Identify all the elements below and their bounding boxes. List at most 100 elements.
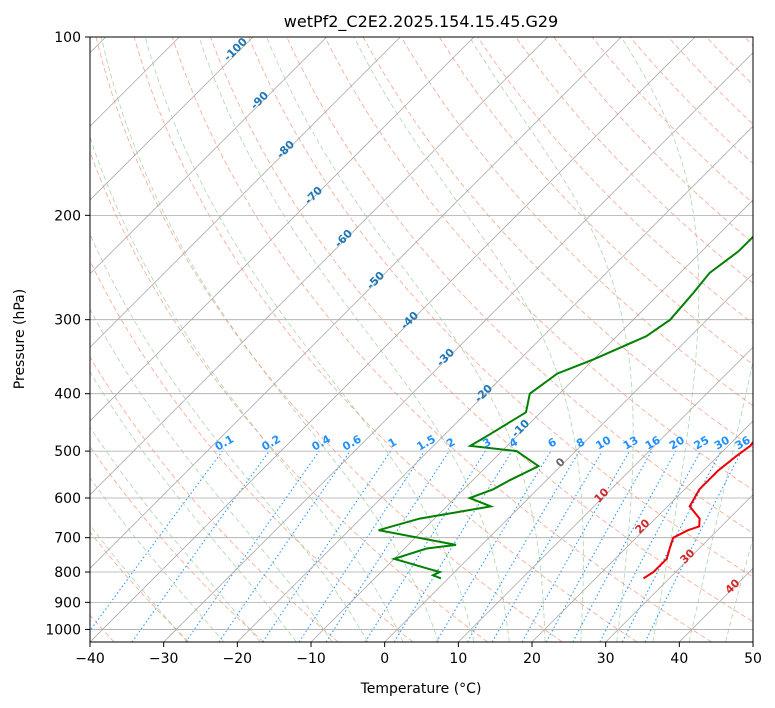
moist-adiabat-line xyxy=(762,37,775,642)
mixing-ratio-line xyxy=(393,450,513,642)
moist-adiabat-line xyxy=(469,37,634,642)
x-axis-label: Temperature (°C) xyxy=(360,681,482,697)
y-tick-label: 600 xyxy=(54,491,81,507)
dry-adiabat-line xyxy=(400,37,753,407)
y-axis: 100 200 300 400 500 600 700 800 900 1000 xyxy=(45,30,90,638)
mixing-ratio-label: 13 xyxy=(621,434,641,453)
moist-adiabat-line xyxy=(688,359,753,642)
isotherm-line xyxy=(163,52,753,642)
x-tick-label: 20 xyxy=(523,651,541,667)
x-tick-label: −30 xyxy=(149,651,179,667)
dry-adiabat-label: -60 xyxy=(332,227,355,250)
x-tick-label: 50 xyxy=(744,651,762,667)
mixing-ratio-line xyxy=(298,450,425,642)
isotherm-line xyxy=(90,37,475,422)
moist-adiabat-line xyxy=(144,37,475,642)
y-tick-label: 1000 xyxy=(45,622,81,638)
y-tick-label: 200 xyxy=(54,208,81,224)
y-tick-label: 800 xyxy=(54,565,81,581)
y-tick-label: 900 xyxy=(54,595,81,611)
dry-adiabat-line xyxy=(324,37,753,491)
isotherms xyxy=(90,37,753,642)
plot-frame xyxy=(89,36,754,643)
moist-adiabat-line xyxy=(90,524,188,642)
dry-adiabat-label: -100 xyxy=(221,35,250,64)
moist-adiabat-line xyxy=(100,37,439,642)
mixing-ratio-label: 0.2 xyxy=(260,432,283,453)
mixing-ratio-label: 25 xyxy=(692,434,712,453)
mixing-ratio-label: 1.5 xyxy=(414,432,437,453)
dry-adiabat-line xyxy=(90,260,414,642)
y-tick-label: 400 xyxy=(54,387,81,403)
mixing-ratio-label: 0.4 xyxy=(309,432,333,453)
dry-adiabat-line xyxy=(133,37,638,642)
mixing-ratio-lines xyxy=(90,450,743,642)
moist-adiabat-label: 10 xyxy=(592,485,612,505)
dry-adiabat-line xyxy=(744,37,753,47)
moist-adiabat-label: 0 xyxy=(553,455,568,470)
mixing-ratio-label: 6 xyxy=(546,435,559,450)
dry-adiabat-label: -30 xyxy=(434,346,457,369)
isotherm-line xyxy=(384,273,753,642)
y-tick-label: 300 xyxy=(54,313,81,329)
chart-title: wetPf2_C2E2.2025.154.15.45.G29 xyxy=(284,12,558,32)
y-tick-label: 100 xyxy=(54,30,81,46)
moist-adiabat-label: 40 xyxy=(723,576,743,596)
moist-adiabat-line xyxy=(725,536,753,642)
dry-adiabat-label: -80 xyxy=(274,138,297,161)
y-tick-label: 700 xyxy=(54,531,81,547)
isotherm-line xyxy=(90,37,254,201)
moist-adiabats xyxy=(90,37,775,642)
mixing-ratio-label: 36 xyxy=(733,433,753,452)
dry-adiabat-line xyxy=(90,150,488,642)
line-labels: 0.1 0.2 0.4 0.6 1 1.5 2 3 4 6 8 10 13 16 20 25 30 36-100-… xyxy=(213,35,753,597)
mixing-ratio-line xyxy=(599,450,701,642)
moist-adiabat-line xyxy=(90,477,225,642)
dry-adiabat-label: -20 xyxy=(472,382,495,405)
dry-adiabat-label: -90 xyxy=(248,89,271,112)
isotherm-line xyxy=(752,641,753,642)
isotherm-line xyxy=(90,37,696,642)
dry-adiabats xyxy=(90,37,753,642)
moist-adiabat-line xyxy=(353,37,584,642)
mixing-ratio-line xyxy=(467,450,580,642)
y-tick-label: 500 xyxy=(54,444,81,460)
mixing-ratio-label: 20 xyxy=(667,433,687,452)
moist-adiabat-label: 30 xyxy=(678,546,698,566)
mixing-ratio-line xyxy=(435,450,552,642)
mixing-ratio-label: 10 xyxy=(594,433,614,452)
moist-adiabat-line xyxy=(90,135,404,642)
moist-adiabat-line xyxy=(198,37,510,642)
dry-adiabat-line xyxy=(706,37,753,86)
mixing-ratio-line xyxy=(621,450,722,642)
mixing-ratio-label: 30 xyxy=(712,433,732,452)
mixing-ratio-line xyxy=(262,450,392,642)
isotherm-line xyxy=(237,125,753,642)
dry-adiabat-line xyxy=(362,37,753,449)
mixing-ratio-label: 16 xyxy=(643,433,663,452)
dry-adiabat-line xyxy=(553,37,753,244)
dewpoint-line xyxy=(378,235,753,580)
moist-adiabat-line xyxy=(90,426,261,642)
moist-adiabat-line xyxy=(90,233,369,642)
dry-adiabat-label: -70 xyxy=(302,184,325,207)
isotherm-line xyxy=(90,37,401,348)
x-tick-label: 40 xyxy=(670,651,688,667)
moist-adiabat-label: 20 xyxy=(633,516,653,536)
moist-adiabat-line xyxy=(266,37,546,642)
profile-series xyxy=(378,235,753,580)
mixing-ratio-line xyxy=(185,450,320,642)
x-tick-label: −10 xyxy=(296,651,326,667)
dry-adiabat-line xyxy=(210,37,753,623)
x-tick-label: 10 xyxy=(449,651,467,667)
y-axis-label: Pressure (hPa) xyxy=(12,289,28,389)
mixing-ratio-line xyxy=(521,450,630,642)
x-tick-label: −40 xyxy=(75,651,105,667)
dry-adiabat-line xyxy=(90,356,339,642)
isobars xyxy=(90,37,753,630)
moist-adiabat-line xyxy=(620,37,700,642)
mixing-ratio-label: 0.1 xyxy=(213,432,236,453)
mixing-ratio-line xyxy=(572,450,677,642)
isotherm-line xyxy=(310,199,753,642)
